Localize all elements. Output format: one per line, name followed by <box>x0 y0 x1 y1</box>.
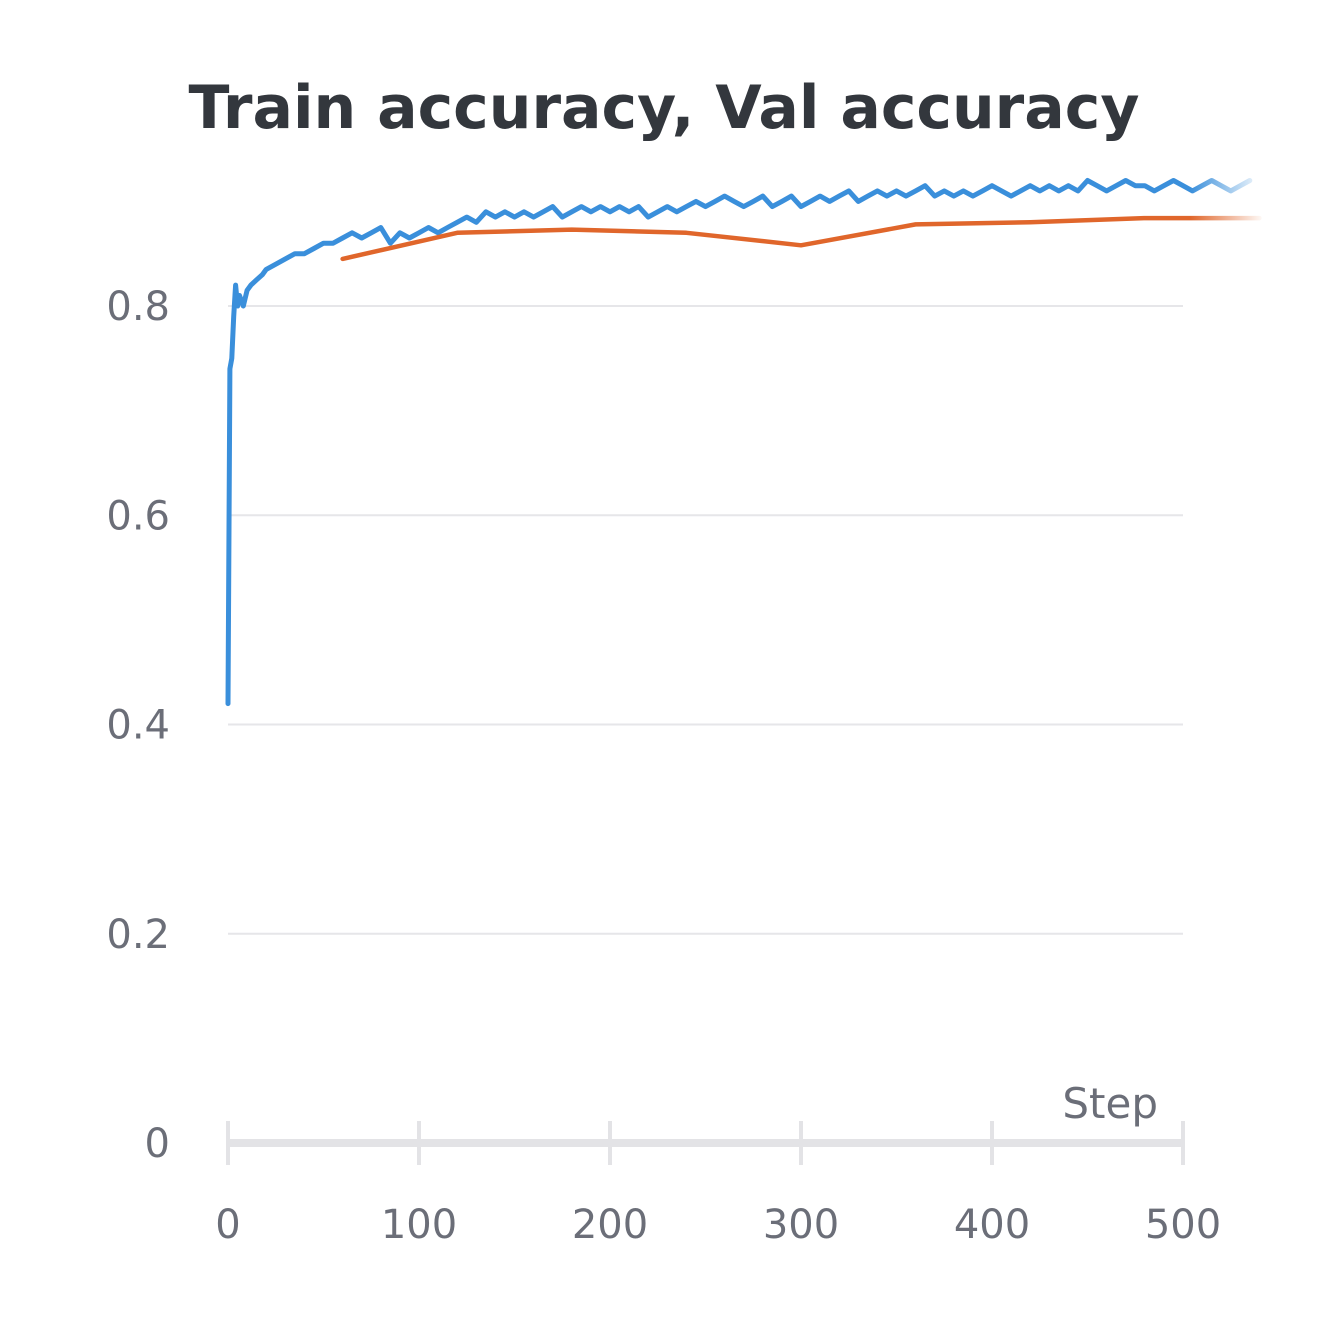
y-tick-label: 0.6 <box>106 493 170 539</box>
x-tick-label: 200 <box>572 1202 648 1248</box>
series-line-0 <box>225 178 1253 707</box>
x-tick-label: 400 <box>954 1202 1030 1248</box>
x-tick-label: 300 <box>763 1202 839 1248</box>
x-axis-title: Step <box>1062 1079 1158 1128</box>
series-lines <box>225 178 1262 707</box>
grid-lines <box>228 305 1183 935</box>
x-tick-label: 0 <box>215 1202 240 1248</box>
series-line-1 <box>340 215 1262 262</box>
x-tick-label: 500 <box>1145 1202 1221 1248</box>
y-tick-label: 0 <box>145 1121 170 1167</box>
chart-title: Train accuracy, Val accuracy <box>189 73 1140 143</box>
y-tick-label: 0.8 <box>106 284 170 330</box>
y-tick-label: 0.2 <box>106 912 170 958</box>
y-axis-ticks: 0 0.2 0.4 0.6 0.8 <box>106 284 170 1167</box>
x-axis: 0 100 200 300 400 500 <box>215 1121 1221 1248</box>
edge-fade <box>1190 160 1265 250</box>
y-tick-label: 0.4 <box>106 703 170 749</box>
x-tick-label: 100 <box>381 1202 457 1248</box>
